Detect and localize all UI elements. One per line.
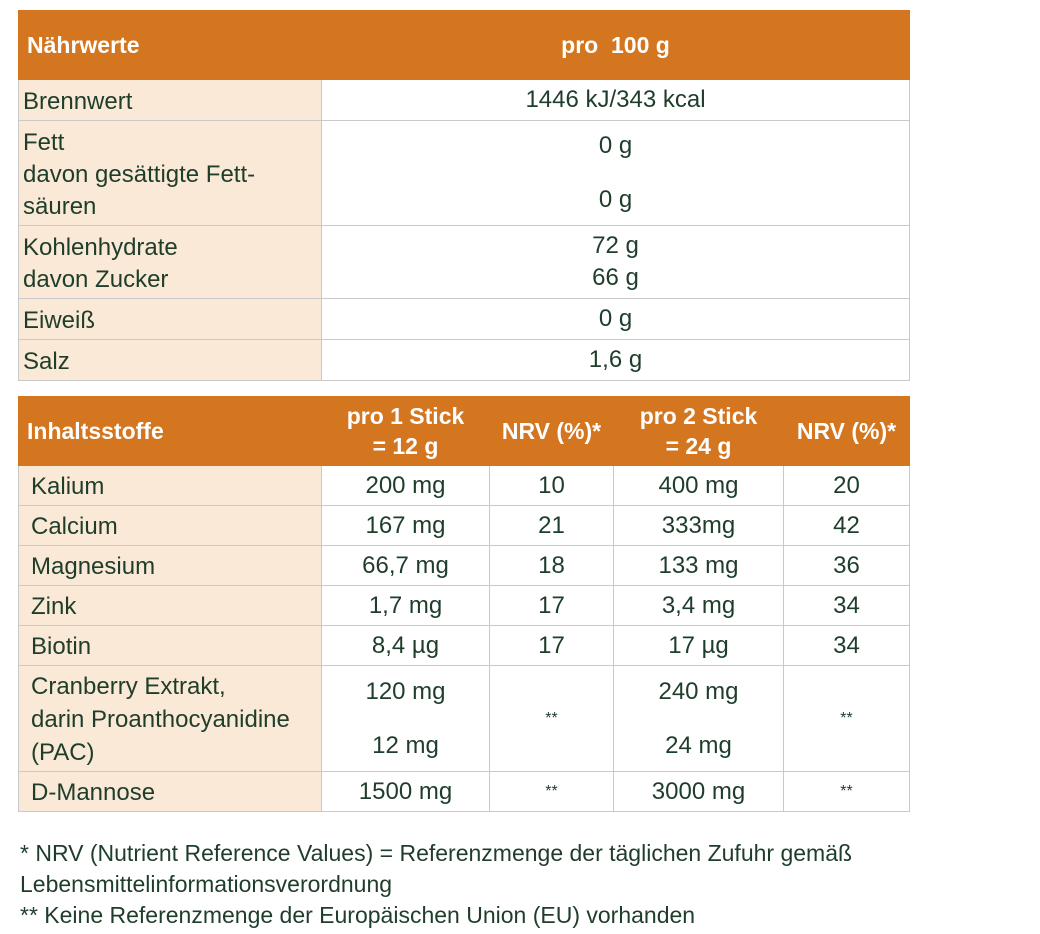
value-2-stick: 333mg: [613, 505, 784, 546]
value-2-stick: 133 mg: [613, 545, 784, 586]
nrv-1-stick: **: [489, 665, 614, 772]
nutrient-value: 1,6 g: [321, 339, 910, 381]
nutrient-label: Kohlenhydrate davon Zucker: [18, 225, 322, 299]
table-row: D-Mannose 1500 mg ** 3000 mg **: [18, 771, 910, 812]
value-1-stick: 1500 mg: [321, 771, 490, 812]
nutrient-label: Salz: [18, 339, 322, 381]
value-1-stick: 200 mg: [321, 465, 490, 506]
nutrition-header-label: Nährwerte: [18, 10, 322, 80]
ingredients-table: Inhaltsstoffe pro 1 Stick = 12 g NRV (%)*…: [18, 396, 910, 812]
ingredient-label: D-Mannose: [18, 771, 322, 812]
nrv-1-stick: 17: [489, 585, 614, 626]
header-per-1-stick: pro 1 Stick = 12 g: [321, 396, 490, 466]
value-1-stick: 120 mg 12 mg: [321, 665, 490, 772]
nrv-1-stick: 18: [489, 545, 614, 586]
value-2-stick: 17 µg: [613, 625, 784, 666]
ingredient-label: Magnesium: [18, 545, 322, 586]
value-1-stick: 8,4 µg: [321, 625, 490, 666]
nrv-1-stick: 17: [489, 625, 614, 666]
value-1-stick: 66,7 mg: [321, 545, 490, 586]
nutrient-label: Brennwert: [18, 79, 322, 121]
table-row: Fett davon gesättigte Fett- säuren 0 g 0…: [18, 120, 910, 226]
footnotes: * NRV (Nutrient Reference Values) = Refe…: [20, 838, 852, 931]
nutrition-header-value: pro 100 g: [321, 10, 910, 80]
ingredient-label: Biotin: [18, 625, 322, 666]
ingredient-label: Kalium: [18, 465, 322, 506]
value-1-stick: 167 mg: [321, 505, 490, 546]
table-row: Kohlenhydrate davon Zucker 72 g 66 g: [18, 225, 910, 299]
footnote-nrv-cont: Lebensmittelinformationsverordnung: [20, 871, 393, 897]
value-2-stick: 3,4 mg: [613, 585, 784, 626]
nrv-2-stick: 36: [783, 545, 910, 586]
nutrient-value: 1446 kJ/343 kcal: [321, 79, 910, 121]
table-row: Calcium 167 mg 21 333mg 42: [18, 505, 910, 546]
value-2-stick: 3000 mg: [613, 771, 784, 812]
table-row: Eiweiß 0 g: [18, 298, 910, 340]
table-row: Salz 1,6 g: [18, 339, 910, 381]
nutrient-value: 0 g: [321, 298, 910, 340]
nutrient-value: 72 g 66 g: [321, 225, 910, 299]
ingredient-label: Calcium: [18, 505, 322, 546]
nutrition-header-row: Nährwerte pro 100 g: [18, 10, 910, 80]
nrv-2-stick: 20: [783, 465, 910, 506]
nrv-2-stick: **: [783, 665, 910, 772]
table-row: Magnesium 66,7 mg 18 133 mg 36: [18, 545, 910, 586]
nutrition-table: Nährwerte pro 100 g Brennwert 1446 kJ/34…: [18, 10, 910, 381]
ingredient-label: Cranberry Extrakt, darin Proanthocyanidi…: [18, 665, 322, 772]
value-2-stick: 240 mg 24 mg: [613, 665, 784, 772]
table-row: Zink 1,7 mg 17 3,4 mg 34: [18, 585, 910, 626]
nrv-1-stick: **: [489, 771, 614, 812]
nutrient-label: Fett davon gesättigte Fett- säuren: [18, 120, 322, 226]
value-1-stick: 1,7 mg: [321, 585, 490, 626]
nrv-2-stick: 42: [783, 505, 910, 546]
ingredient-label: Zink: [18, 585, 322, 626]
nrv-1-stick: 21: [489, 505, 614, 546]
footnote-no-reference: ** Keine Referenzmenge der Europäischen …: [20, 902, 696, 928]
header-nrv-2: NRV (%)*: [783, 396, 910, 466]
nrv-2-stick: 34: [783, 585, 910, 626]
table-row: Cranberry Extrakt, darin Proanthocyanidi…: [18, 665, 910, 772]
header-per-2-stick: pro 2 Stick = 24 g: [613, 396, 784, 466]
nutrient-label: Eiweiß: [18, 298, 322, 340]
table-row: Kalium 200 mg 10 400 mg 20: [18, 465, 910, 506]
footnote-nrv: * NRV (Nutrient Reference Values) = Refe…: [20, 840, 853, 866]
value-2-stick: 400 mg: [613, 465, 784, 506]
table-row: Biotin 8,4 µg 17 17 µg 34: [18, 625, 910, 666]
nutrient-value: 0 g 0 g: [321, 120, 910, 226]
table-row: Brennwert 1446 kJ/343 kcal: [18, 79, 910, 121]
nrv-2-stick: 34: [783, 625, 910, 666]
ingredients-header-label: Inhaltsstoffe: [18, 396, 322, 466]
nrv-1-stick: 10: [489, 465, 614, 506]
ingredients-header-row: Inhaltsstoffe pro 1 Stick = 12 g NRV (%)*…: [18, 396, 910, 466]
nrv-2-stick: **: [783, 771, 910, 812]
header-nrv-1: NRV (%)*: [489, 396, 614, 466]
